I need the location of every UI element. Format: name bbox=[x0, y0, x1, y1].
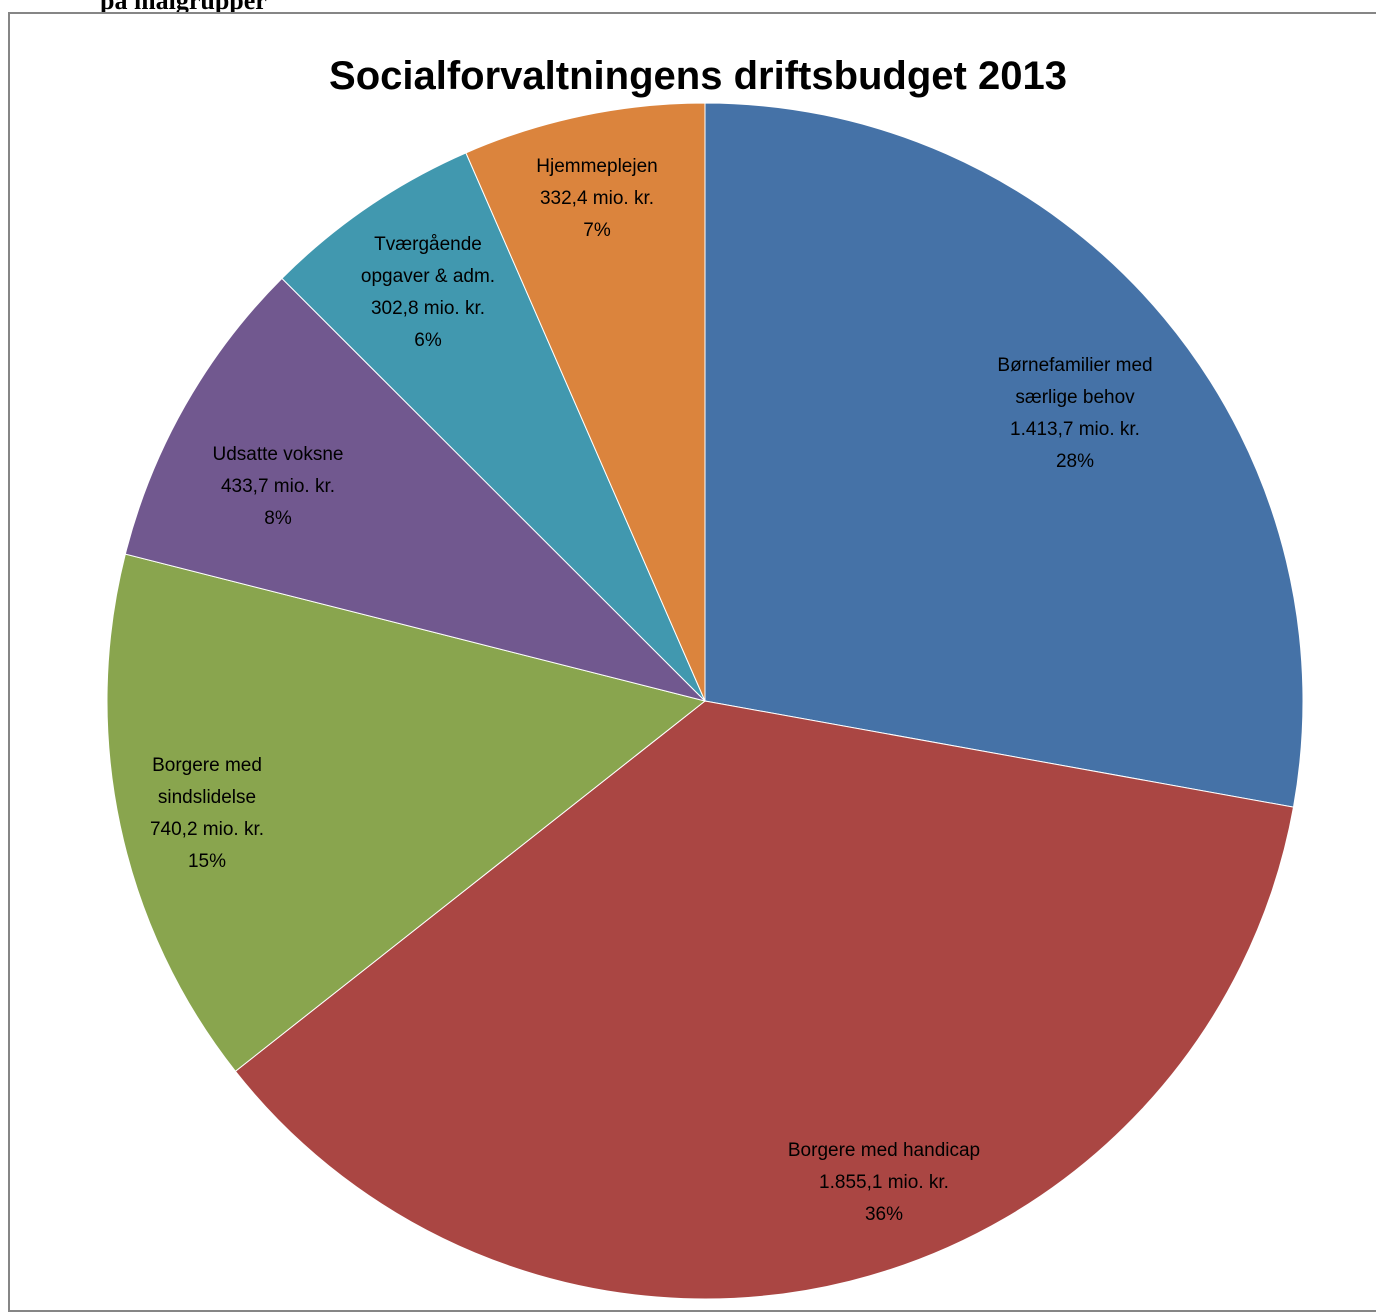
slice-label-2: Borgere med sindslidelse 740,2 mio. kr. 15% bbox=[150, 755, 264, 872]
pie-slice-0 bbox=[704, 102, 1304, 808]
pie-slice-2 bbox=[106, 553, 707, 1072]
slice-label-5: Hjemmeplejen 332,4 mio. kr. 7% bbox=[536, 156, 657, 241]
document-heading: på målgrupper bbox=[100, 0, 267, 15]
slice-label-3: Udsatte voksne 433,7 mio. kr. 8% bbox=[213, 444, 344, 529]
chart-area: Socialforvaltningens driftsbudget 2013 B… bbox=[8, 12, 1376, 1312]
pie-slice-3 bbox=[124, 277, 707, 702]
pie-slice-5 bbox=[465, 102, 706, 702]
pie-chart: Børnefamilier med særlige behov 1.413,7 mi… bbox=[106, 102, 1304, 1300]
pie-slice-1 bbox=[234, 700, 1295, 1300]
slice-label-4: Tværgående opgaver & adm. 302,8 mio. kr. 6% bbox=[361, 234, 495, 351]
slice-label-1: Borgere med handicap 1.855,1 mio. kr. 36% bbox=[788, 1140, 980, 1225]
slice-label-0: Børnefamilier med særlige behov 1.413,7 mi… bbox=[997, 355, 1152, 472]
pie-slice-4 bbox=[281, 152, 706, 702]
chart-title: Socialforvaltningens driftsbudget 2013 bbox=[329, 54, 1067, 98]
